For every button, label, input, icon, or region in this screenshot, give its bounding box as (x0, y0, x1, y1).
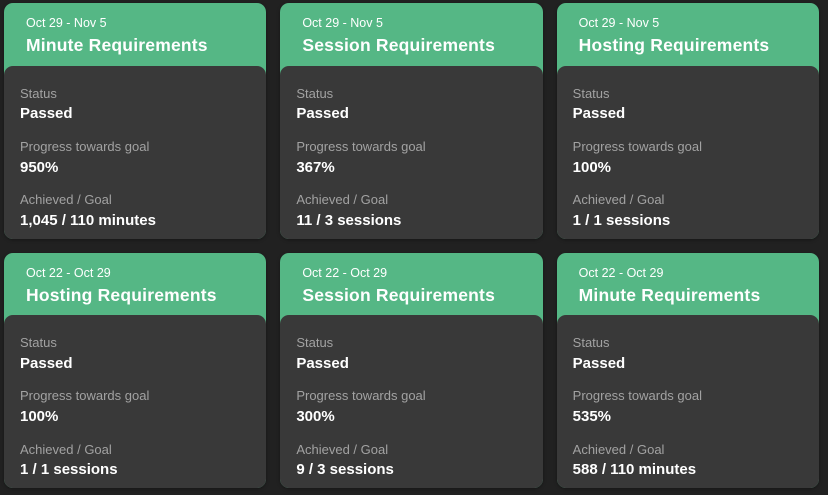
achieved-metric: Achieved / Goal 9 / 3 sessions (296, 442, 526, 480)
status-value: Passed (572, 354, 626, 372)
progress-value: 950% (20, 158, 59, 176)
achieved-label: Achieved / Goal (20, 441, 112, 457)
progress-metric: Progress towards goal 100% (20, 388, 250, 426)
progress-value: 367% (296, 158, 335, 176)
card-body: Status Passed Progress towards goal 535%… (556, 315, 819, 488)
achieved-metric: Achieved / Goal 11 / 3 sessions (296, 192, 526, 230)
achieved-value: 1 / 1 sessions (572, 211, 671, 229)
progress-value: 300% (296, 408, 335, 426)
progress-label: Progress towards goal (296, 388, 426, 404)
date-range: Oct 29 - Nov 5 (26, 16, 107, 30)
achieved-label: Achieved / Goal (572, 192, 665, 208)
card-header: Oct 22 - Oct 29 Minute Requirements (557, 253, 819, 316)
date-range: Oct 22 - Oct 29 (26, 265, 111, 280)
card-body: Status Passed Progress towards goal 367%… (280, 65, 543, 239)
status-label: Status (20, 85, 57, 101)
progress-metric: Progress towards goal 535% (573, 388, 803, 426)
date-range: Oct 29 - Nov 5 (578, 16, 660, 30)
progress-label: Progress towards goal (572, 138, 702, 154)
card-body: Status Passed Progress towards goal 950%… (4, 65, 267, 239)
card-body: Status Passed Progress towards goal 100%… (556, 65, 819, 239)
achieved-label: Achieved / Goal (296, 192, 389, 208)
card-header: Oct 22 - Oct 29 Hosting Requirements (4, 253, 266, 316)
achieved-label: Achieved / Goal (296, 441, 389, 457)
achieved-label: Achieved / Goal (20, 192, 112, 208)
card-body: Status Passed Progress towards goal 300%… (280, 315, 543, 488)
status-value: Passed (20, 354, 73, 372)
date-range: Oct 22 - Oct 29 (302, 265, 388, 280)
card-title: Minute Requirements (578, 284, 761, 305)
status-label: Status (572, 335, 610, 351)
card-title: Session Requirements (302, 35, 495, 56)
status-label: Status (296, 85, 334, 101)
progress-metric: Progress towards goal 300% (296, 388, 526, 426)
status-label: Status (296, 335, 334, 351)
status-value: Passed (20, 105, 73, 123)
status-metric: Status Passed (296, 335, 526, 373)
card-header: Oct 29 - Nov 5 Hosting Requirements (557, 3, 819, 66)
achieved-metric: Achieved / Goal 1 / 1 sessions (20, 442, 250, 480)
progress-value: 100% (20, 408, 59, 426)
card-header: Oct 29 - Nov 5 Session Requirements (280, 3, 542, 66)
status-metric: Status Passed (20, 86, 250, 124)
status-metric: Status Passed (573, 86, 803, 124)
progress-label: Progress towards goal (572, 388, 702, 404)
status-metric: Status Passed (296, 86, 526, 124)
achieved-value: 11 / 3 sessions (296, 211, 402, 229)
achieved-value: 1,045 / 110 minutes (20, 211, 156, 229)
achieved-metric: Achieved / Goal 1 / 1 sessions (573, 192, 803, 230)
progress-metric: Progress towards goal 950% (20, 139, 250, 177)
card-header: Oct 29 - Nov 5 Minute Requirements (4, 3, 266, 66)
card-title: Session Requirements (302, 284, 495, 305)
requirement-card: Oct 29 - Nov 5 Hosting Requirements Stat… (556, 3, 819, 239)
card-title: Minute Requirements (26, 35, 208, 56)
card-title: Hosting Requirements (26, 284, 217, 305)
achieved-metric: Achieved / Goal 1,045 / 110 minutes (20, 192, 250, 230)
achieved-value: 588 / 110 minutes (572, 461, 697, 479)
achieved-value: 9 / 3 sessions (296, 461, 394, 479)
progress-label: Progress towards goal (296, 138, 426, 154)
status-label: Status (572, 85, 610, 101)
achieved-label: Achieved / Goal (572, 441, 665, 457)
status-metric: Status Passed (20, 335, 250, 373)
progress-label: Progress towards goal (20, 138, 150, 154)
progress-metric: Progress towards goal 367% (296, 139, 526, 177)
status-value: Passed (296, 105, 349, 123)
progress-metric: Progress towards goal 100% (573, 139, 803, 177)
status-label: Status (20, 335, 57, 351)
status-value: Passed (296, 354, 349, 372)
achieved-metric: Achieved / Goal 588 / 110 minutes (573, 442, 803, 480)
status-metric: Status Passed (573, 335, 803, 373)
progress-label: Progress towards goal (20, 388, 150, 404)
requirement-card: Oct 22 - Oct 29 Hosting Requirements Sta… (4, 252, 267, 488)
requirement-card: Oct 29 - Nov 5 Session Requirements Stat… (280, 3, 543, 239)
requirement-card: Oct 29 - Nov 5 Minute Requirements Statu… (4, 3, 267, 239)
status-value: Passed (572, 105, 626, 123)
requirement-card: Oct 22 - Oct 29 Session Requirements Sta… (280, 252, 543, 488)
card-title: Hosting Requirements (578, 35, 770, 56)
date-range: Oct 22 - Oct 29 (578, 265, 664, 280)
requirement-card: Oct 22 - Oct 29 Minute Requirements Stat… (556, 252, 819, 488)
card-body: Status Passed Progress towards goal 100%… (4, 315, 267, 488)
card-header: Oct 22 - Oct 29 Session Requirements (280, 253, 542, 316)
progress-value: 100% (572, 158, 612, 176)
progress-value: 535% (572, 408, 612, 426)
achieved-value: 1 / 1 sessions (20, 461, 118, 479)
date-range: Oct 29 - Nov 5 (302, 16, 383, 30)
